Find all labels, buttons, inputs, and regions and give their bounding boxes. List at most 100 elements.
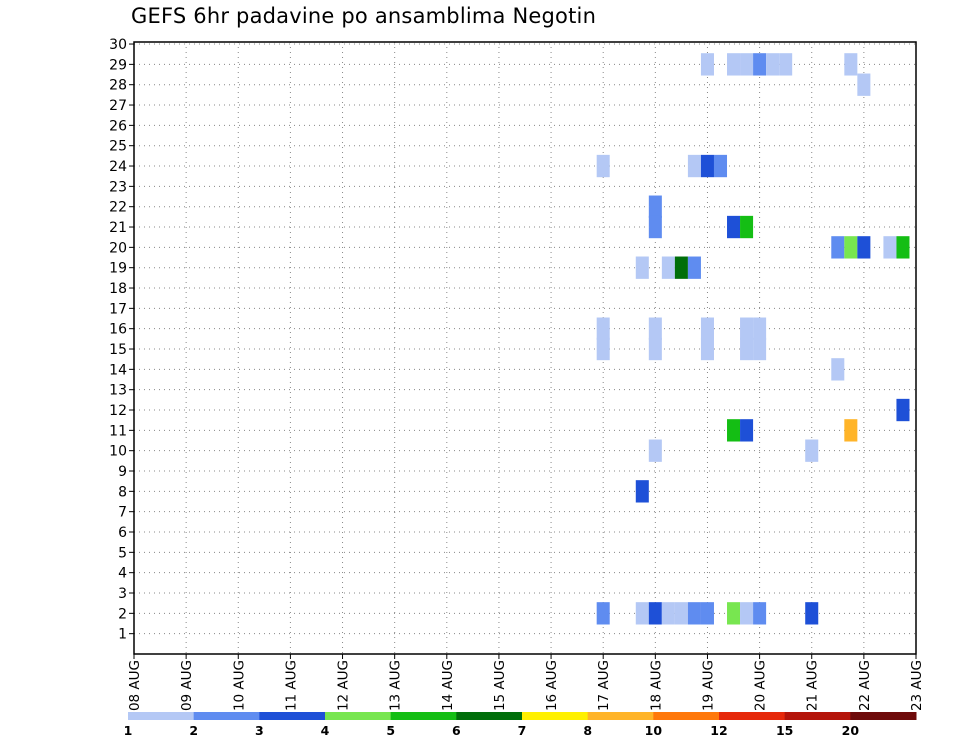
y-tick-label: 30 (109, 37, 127, 53)
plot-frame (133, 41, 917, 655)
legend-label: 8 (583, 723, 592, 738)
y-tick-label: 10 (109, 444, 127, 460)
y-tick-label: 8 (118, 484, 127, 500)
precip-cell (596, 337, 610, 361)
legend-swatch (719, 712, 786, 720)
y-tick-label: 3 (118, 586, 127, 602)
precip-cell (844, 53, 858, 76)
y-tick-label: 17 (109, 301, 127, 317)
precip-cell (661, 256, 675, 279)
precip-cell (740, 317, 754, 340)
x-tick-label: 21 AUG (805, 660, 821, 711)
precip-cell (831, 236, 845, 259)
y-tick-label: 9 (118, 464, 127, 480)
x-tick-label: 13 AUG (388, 660, 404, 711)
legend-label: 20 (842, 723, 860, 738)
x-tick-label: 19 AUG (700, 660, 716, 711)
precip-cell (700, 602, 714, 625)
precip-cell (648, 215, 662, 239)
precip-cell (674, 256, 688, 279)
legend-swatch (390, 712, 457, 720)
precip-cell (700, 337, 714, 361)
legend-label: 6 (452, 723, 461, 738)
y-tick-label: 25 (109, 139, 127, 155)
precip-cell (831, 358, 845, 381)
precip-cell (740, 337, 754, 361)
y-tick-label: 13 (109, 383, 127, 399)
precip-cell (857, 236, 871, 259)
y-tick-label: 14 (109, 362, 127, 378)
precip-cell (727, 53, 741, 76)
precip-cell (740, 419, 754, 442)
x-tick-label: 08 AUG (127, 660, 143, 711)
precip-cell (648, 602, 662, 625)
precip-cell (687, 602, 701, 625)
precip-cell (883, 236, 897, 259)
x-tick-label: 20 AUG (753, 660, 769, 711)
precip-cell (727, 215, 741, 239)
precip-cell (727, 602, 741, 625)
legend-label: 1 (124, 723, 133, 738)
legend-swatch (456, 712, 523, 720)
legend-label: 10 (645, 723, 663, 738)
precip-cell (661, 602, 675, 625)
y-tick-label: 27 (109, 98, 127, 114)
precip-cell (648, 337, 662, 361)
y-tick-label: 20 (109, 240, 127, 256)
precip-cell (779, 53, 793, 76)
x-tick-label: 11 AUG (283, 660, 299, 711)
x-tick-label: 18 AUG (648, 660, 664, 711)
legend-swatch (850, 712, 917, 720)
legend-swatch (784, 712, 851, 720)
y-tick-label: 28 (109, 78, 127, 94)
precip-cell (713, 154, 728, 178)
x-tick-label: 22 AUG (857, 660, 873, 711)
x-tick-label: 16 AUG (544, 660, 560, 711)
precip-cell (753, 337, 767, 361)
precip-cell (844, 236, 858, 259)
precip-cell (648, 195, 662, 218)
legend-label: 12 (710, 723, 727, 738)
y-tick-label: 16 (109, 322, 127, 338)
legend-swatch (587, 712, 654, 720)
precip-cell (753, 317, 767, 340)
precip-cell (687, 154, 701, 178)
precip-cell (648, 439, 662, 462)
precip-cell (857, 73, 871, 96)
y-tick-label: 5 (118, 545, 127, 561)
x-tick-label: 10 AUG (231, 660, 247, 711)
y-tick-label: 11 (109, 423, 127, 439)
precip-cell (727, 419, 741, 442)
precip-cell (896, 398, 910, 422)
precip-cell (700, 53, 714, 76)
y-tick-label: 12 (109, 403, 127, 419)
y-tick-label: 6 (118, 525, 127, 541)
precip-cell (596, 154, 610, 178)
precip-cell (700, 154, 714, 178)
precip-cell (740, 53, 754, 76)
precip-cell (805, 602, 819, 625)
x-tick-label: 23 AUG (909, 660, 925, 711)
precip-cell (596, 317, 610, 340)
y-tick-label: 29 (109, 57, 127, 73)
legend-swatch (193, 712, 260, 720)
y-tick-label: 18 (109, 281, 127, 297)
precip-cell (648, 317, 662, 340)
y-tick-label: 19 (109, 261, 127, 277)
y-tick-label: 2 (118, 606, 127, 622)
x-tick-label: 14 AUG (440, 660, 456, 711)
legend-swatch (653, 712, 720, 720)
precip-cell (805, 439, 819, 462)
y-tick-label: 1 (118, 627, 127, 643)
precip-cell (674, 602, 688, 625)
legend-label: 4 (321, 723, 330, 738)
precip-cell (896, 236, 910, 259)
x-tick-label: 09 AUG (179, 660, 195, 711)
x-tick-label: 17 AUG (596, 660, 612, 711)
y-tick-label: 23 (109, 179, 127, 195)
legend-swatch (128, 712, 195, 720)
legend-label: 2 (189, 723, 198, 738)
y-tick-label: 4 (118, 566, 127, 582)
y-tick-label: 21 (109, 220, 127, 236)
